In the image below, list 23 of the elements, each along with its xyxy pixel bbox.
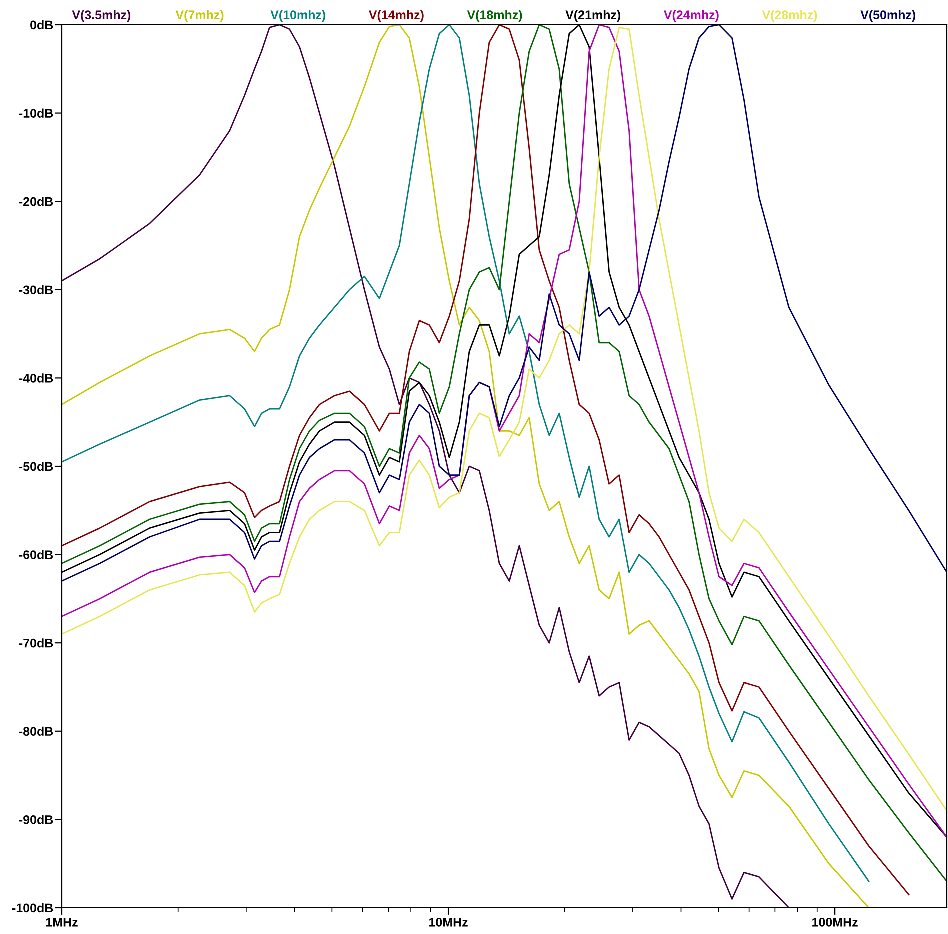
y-tick-label: -80dB <box>19 726 54 736</box>
text: V(14mhz) <box>368 10 424 22</box>
text: V(28mhz) <box>762 10 818 22</box>
y-tick-label: -20dB <box>19 197 54 206</box>
x-tick-label: 1MHz <box>46 918 78 927</box>
y-tick-label: -100dB <box>12 903 54 913</box>
text: V(10mhz) <box>270 10 326 22</box>
y-tick-label: -30dB <box>19 285 54 295</box>
y-tick-label: -60dB <box>19 550 54 560</box>
y-tick-label: -40dB <box>19 374 54 383</box>
x-tick-label: 10MHz <box>430 918 468 927</box>
y-tick-label: 0dB <box>30 20 54 30</box>
text: V(7mhz) <box>176 10 224 22</box>
y-tick-label: -70dB <box>19 638 54 648</box>
series-label: V(21mhz) <box>566 10 621 22</box>
x-tick-label: 100MHz <box>812 918 858 927</box>
text: V(24mhz) <box>664 10 719 22</box>
series-label: V(18mhz) <box>467 10 522 22</box>
y-tick-label: -10dB <box>19 108 54 118</box>
y-tick-label: -50dB <box>19 462 54 472</box>
text: V(50mhz) <box>860 10 916 22</box>
text: V(3.5mhz) <box>72 10 131 22</box>
y-tick-label: -90dB <box>19 815 54 824</box>
